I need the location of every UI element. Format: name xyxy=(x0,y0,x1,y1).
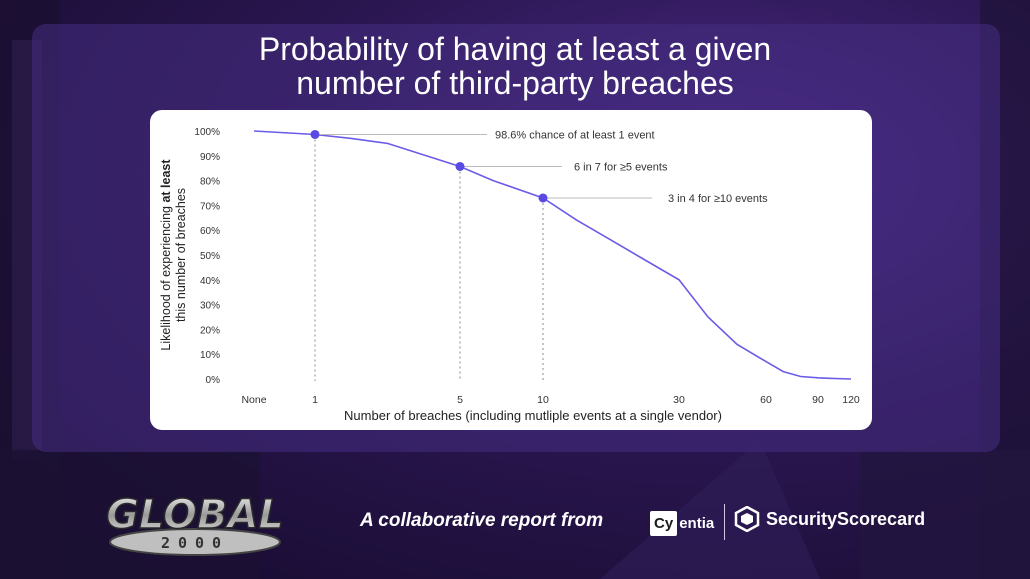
svg-text:2000: 2000 xyxy=(161,534,229,552)
y-tick-label: 70% xyxy=(200,201,220,212)
x-tick-label: 120 xyxy=(842,394,860,406)
securityscorecard-icon xyxy=(734,506,760,532)
x-tick-label: 1 xyxy=(312,394,318,406)
highlight-point xyxy=(310,129,320,139)
y-tick-label: 20% xyxy=(200,325,220,336)
highlight-point xyxy=(455,161,465,171)
y-tick-label: 100% xyxy=(194,127,220,138)
y-axis-label-line2: this number of breaches xyxy=(174,188,188,322)
x-axis-label: Number of breaches (including mutliple e… xyxy=(344,408,722,423)
x-tick-label: 10 xyxy=(537,394,549,406)
y-axis-label-line1: Likelihood of experiencing at least xyxy=(159,159,173,351)
x-tick-label: 90 xyxy=(812,394,824,406)
x-tick-label: 60 xyxy=(760,394,772,406)
securityscorecard-logo: SecurityScorecard xyxy=(734,506,925,532)
y-tick-label: 50% xyxy=(200,251,220,262)
logo-divider xyxy=(724,504,725,540)
annotation-label: 6 in 7 for ≥5 events xyxy=(574,161,668,173)
collaborative-report-tagline: A collaborative report from xyxy=(360,510,604,531)
annotation-label: 3 in 4 for ≥10 events xyxy=(668,193,768,205)
global-2000-logo: GLOBAL 2000 xyxy=(105,491,285,556)
x-tick-label: 30 xyxy=(673,394,685,406)
y-tick-label: 30% xyxy=(200,301,220,312)
cyentia-logo: Cy entia xyxy=(650,506,714,540)
page-title: Probability of having at least a given n… xyxy=(258,31,772,101)
y-tick-label: 0% xyxy=(206,375,221,386)
annotation-label: 98.6% chance of at least 1 event xyxy=(495,129,655,141)
line-chart: 100% 90% 80% 70% 60% 50% 40% 30% 20% 10% 0% None 1 5 1… xyxy=(159,127,860,423)
x-tick-label: None xyxy=(241,394,266,406)
y-tick-label: 90% xyxy=(200,152,220,163)
securityscorecard-text: SecurityScorecard xyxy=(766,508,926,529)
y-tick-label: 80% xyxy=(200,177,220,188)
chart-card: 100% 90% 80% 70% 60% 50% 40% 30% 20% 10% 0% None 1 5 1… xyxy=(150,110,872,430)
cyentia-logo-box: Cy xyxy=(650,510,678,536)
y-tick-label: 60% xyxy=(200,226,220,237)
footer: GLOBAL 2000 A collaborative report from … xyxy=(0,490,1030,560)
x-tick-label: 5 xyxy=(457,394,463,406)
highlight-point xyxy=(538,193,548,203)
svg-text:GLOBAL: GLOBAL xyxy=(106,492,284,538)
series-line xyxy=(253,130,852,380)
y-tick-label: 40% xyxy=(200,276,220,287)
y-tick-label: 10% xyxy=(200,350,220,361)
cyentia-logo-text: entia xyxy=(679,514,715,532)
